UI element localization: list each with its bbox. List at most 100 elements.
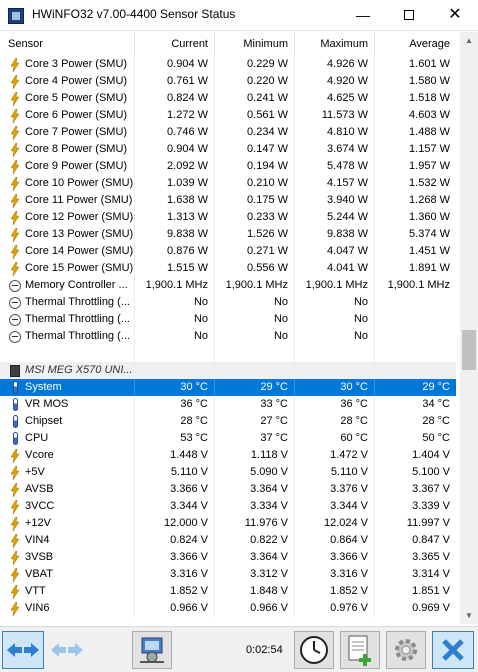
settings-button[interactable] <box>386 631 426 669</box>
sensor-label: 3VCC <box>25 500 55 512</box>
maximize-button[interactable] <box>386 0 432 30</box>
value-current: 28 °C <box>134 413 214 430</box>
table-row[interactable]: Core 15 Power (SMU) 1.515 W 0.556 W 4.041 W… <box>0 260 456 277</box>
value-current: 2.092 W <box>134 158 214 175</box>
gauge-icon <box>8 295 22 310</box>
bolt-icon <box>8 74 22 89</box>
scroll-up-icon[interactable]: ▲ <box>465 36 473 45</box>
bolt-icon <box>8 108 22 123</box>
table-row[interactable]: Vcore 1.448 V 1.118 V 1.472 V 1.404 V <box>0 447 456 464</box>
thermometer-icon <box>8 380 22 395</box>
value-current: 9.838 W <box>134 226 214 243</box>
value-minimum: 1.526 W <box>214 226 294 243</box>
scroll-down-icon[interactable]: ▼ <box>465 611 473 620</box>
table-row[interactable]: Core 13 Power (SMU) 9.838 W 1.526 W 9.838 W… <box>0 226 456 243</box>
vertical-scrollbar[interactable]: ▲ ▼ <box>460 32 478 624</box>
value-current: 53 °C <box>134 430 214 447</box>
value-current: 5.110 V <box>134 464 214 481</box>
sensor-label: Core 9 Power (SMU) <box>25 160 128 172</box>
table-row[interactable]: Core 14 Power (SMU) 0.876 W 0.271 W 4.047 W… <box>0 243 456 260</box>
double-arrow-disabled-icon <box>51 643 83 657</box>
group-header-row[interactable]: MSI MEG X570 UNI... <box>0 362 456 379</box>
minimize-button[interactable]: — <box>356 7 370 23</box>
sensor-label: VTT <box>25 585 46 597</box>
scroll-thumb[interactable] <box>462 330 476 370</box>
table-row[interactable]: Memory Controller ... 1,900.1 MHz 1,900.1 … <box>0 277 456 294</box>
close-sensors-button[interactable] <box>432 631 474 669</box>
col-average[interactable]: Average <box>409 38 450 50</box>
value-minimum: 3.364 V <box>214 549 294 566</box>
value-current: 30 °C <box>134 379 214 396</box>
table-row[interactable]: 3VSB 3.366 V 3.364 V 3.366 V 3.365 V <box>0 549 456 566</box>
gear-icon <box>395 639 417 661</box>
app-icon <box>8 8 24 24</box>
value-current <box>134 362 214 379</box>
close-button[interactable]: ✕ <box>448 6 462 23</box>
sensor-label: Thermal Throttling (... <box>25 313 130 325</box>
value-current: No <box>134 328 214 345</box>
table-row[interactable]: AVSB 3.366 V 3.364 V 3.376 V 3.367 V <box>0 481 456 498</box>
table-row[interactable]: Core 11 Power (SMU) 1.638 W 0.175 W 3.940 W… <box>0 192 456 209</box>
thermometer-icon <box>8 414 22 429</box>
value-average: 1.580 W <box>374 73 456 90</box>
value-average: 1.891 W <box>374 260 456 277</box>
nav-collapse-button[interactable] <box>46 631 88 669</box>
value-minimum: 0.556 W <box>214 260 294 277</box>
table-row[interactable]: Thermal Throttling (... No No No <box>0 294 456 311</box>
col-sensor[interactable]: Sensor <box>8 38 43 50</box>
value-average: 3.365 V <box>374 549 456 566</box>
gauge-icon <box>8 329 22 344</box>
sensor-label: Core 13 Power (SMU) <box>25 228 133 240</box>
table-row[interactable]: +12V 12.000 V 11.976 V 12.024 V 11.997 V <box>0 515 456 532</box>
value-average <box>374 311 456 328</box>
table-row[interactable]: 3VCC 3.344 V 3.334 V 3.344 V 3.339 V <box>0 498 456 515</box>
gauge-icon <box>8 312 22 327</box>
col-maximum[interactable]: Maximum <box>320 38 368 50</box>
value-maximum: 3.344 V <box>294 498 374 515</box>
table-row[interactable]: VTT 1.852 V 1.848 V 1.852 V 1.851 V <box>0 583 456 600</box>
table-row[interactable]: Core 12 Power (SMU) 1.313 W 0.233 W 5.244 W… <box>0 209 456 226</box>
table-row[interactable]: Thermal Throttling (... No No No <box>0 311 456 328</box>
sensor-label: Core 5 Power (SMU) <box>25 92 128 104</box>
table-row[interactable]: VIN4 0.824 V 0.822 V 0.864 V 0.847 V <box>0 532 456 549</box>
table-row[interactable]: Chipset 28 °C 27 °C 28 °C 28 °C <box>0 413 456 430</box>
value-minimum: No <box>214 311 294 328</box>
table-row[interactable]: Core 10 Power (SMU) 1.039 W 0.210 W 4.157 W… <box>0 175 456 192</box>
sensor-label: AVSB <box>25 483 54 495</box>
value-average: 1.360 W <box>374 209 456 226</box>
network-monitor-button[interactable] <box>132 631 172 669</box>
value-average: 3.367 V <box>374 481 456 498</box>
sensor-label: Vcore <box>25 449 54 461</box>
table-row[interactable]: Core 6 Power (SMU) 1.272 W 0.561 W 11.573 W… <box>0 107 456 124</box>
value-current: 3.366 V <box>134 549 214 566</box>
sensor-label: Thermal Throttling (... <box>25 330 130 342</box>
value-minimum: 3.364 V <box>214 481 294 498</box>
table-row[interactable]: VIN6 0.966 V 0.966 V 0.976 V 0.969 V <box>0 600 456 617</box>
value-average: 1.404 V <box>374 447 456 464</box>
bolt-icon <box>8 57 22 72</box>
table-row[interactable]: VBAT 3.316 V 3.312 V 3.316 V 3.314 V <box>0 566 456 583</box>
table-row[interactable]: CPU 53 °C 37 °C 60 °C 50 °C <box>0 430 456 447</box>
value-maximum: 60 °C <box>294 430 374 447</box>
value-minimum: 0.241 W <box>214 90 294 107</box>
table-row[interactable]: System 30 °C 29 °C 30 °C 29 °C <box>0 379 456 396</box>
col-current[interactable]: Current <box>171 38 208 50</box>
table-row[interactable]: VR MOS 36 °C 33 °C 36 °C 34 °C <box>0 396 456 413</box>
clock-button[interactable] <box>294 631 334 669</box>
col-minimum[interactable]: Minimum <box>243 38 288 50</box>
table-row[interactable]: +5V 5.110 V 5.090 V 5.110 V 5.100 V <box>0 464 456 481</box>
nav-expand-button[interactable] <box>2 631 44 669</box>
value-current: 0.824 V <box>134 532 214 549</box>
sensor-label: Core 8 Power (SMU) <box>25 143 128 155</box>
add-report-button[interactable] <box>340 631 380 669</box>
value-average <box>374 362 456 379</box>
table-row[interactable]: Thermal Throttling (... No No No <box>0 328 456 345</box>
sensor-label: Core 7 Power (SMU) <box>25 126 128 138</box>
value-minimum: 0.234 W <box>214 124 294 141</box>
